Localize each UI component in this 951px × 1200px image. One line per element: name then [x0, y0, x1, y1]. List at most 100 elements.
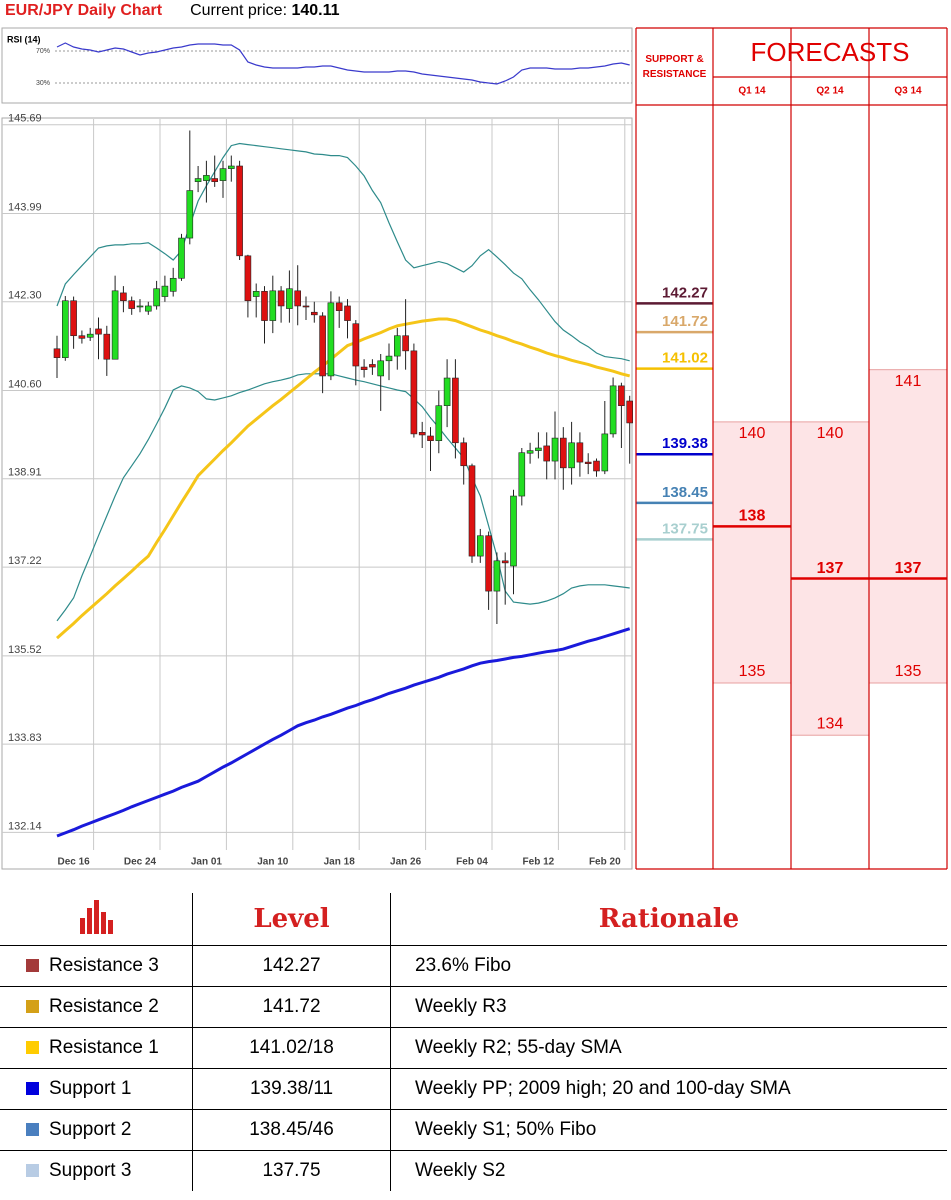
y-tick-label: 145.69: [8, 113, 42, 125]
row-rationale: Weekly R2; 55-day SMA: [390, 1027, 947, 1069]
y-tick-label: 140.60: [8, 378, 42, 390]
candle-body: [559, 437, 567, 469]
candle-body: [468, 465, 476, 557]
price-frame: [1, 117, 633, 870]
icon-cell: [0, 893, 193, 946]
candle-body: [393, 335, 401, 357]
candle-body: [136, 305, 144, 308]
x-tick-label: Dec 16: [57, 857, 90, 868]
candle-body: [452, 377, 459, 444]
candle-body: [510, 495, 517, 567]
forecast-quarter: Q2 14: [816, 86, 844, 97]
row-rationale: Weekly R3: [390, 986, 947, 1028]
candle-body: [526, 450, 534, 454]
candle-body: [169, 277, 177, 292]
candle-body: [319, 315, 326, 377]
candle-body: [327, 302, 335, 377]
y-tick-label: 133.83: [8, 732, 42, 744]
candle-body: [70, 300, 77, 337]
header: EUR/JPY Daily Chart Current price: 140.11: [5, 2, 340, 20]
candle-body: [551, 437, 559, 462]
candle-body: [485, 535, 492, 592]
candle-body: [211, 178, 218, 182]
table-row: Support 3 137.75 Weekly S2: [0, 1150, 947, 1191]
x-tick-label: Jan 01: [191, 857, 223, 868]
level-label: 139.38: [662, 435, 708, 452]
candle-body: [568, 442, 575, 469]
forecast-quarter: Q1 14: [738, 86, 766, 97]
forecast-range: [712, 421, 792, 684]
overlay-line: [56, 317, 631, 640]
candle-body: [435, 405, 443, 441]
row-name-cell: Resistance 3: [0, 945, 193, 987]
row-level: 139.38/11: [192, 1068, 391, 1110]
row-rationale: Weekly PP; 2009 high; 20 and 100-day SMA: [390, 1068, 947, 1110]
level-label: 141.72: [662, 313, 708, 330]
candle-body: [518, 452, 526, 497]
forecast-mid-label: 137: [817, 560, 844, 577]
row-rationale: 23.6% Fibo: [390, 945, 947, 987]
table-row: Resistance 2 141.72 Weekly R3: [0, 986, 947, 1028]
candle-body: [203, 175, 210, 181]
rsi-line: [56, 42, 630, 85]
candle-body: [418, 432, 426, 436]
column-header: Rationale: [390, 893, 947, 946]
row-rationale: Weekly S1; 50% Fibo: [390, 1109, 947, 1151]
candle-body: [427, 435, 434, 441]
candle-body: [61, 300, 69, 358]
row-swatch: [26, 1041, 39, 1054]
overlay-line: [56, 142, 630, 362]
forecast-high-label: 140: [739, 425, 766, 442]
row-level: 137.75: [192, 1150, 391, 1191]
candle-body: [186, 190, 194, 239]
row-swatch: [26, 1164, 39, 1177]
candle-body: [145, 305, 152, 312]
candle-body: [53, 348, 61, 358]
candle-body: [78, 335, 86, 339]
candle-body: [128, 300, 135, 309]
row-swatch: [26, 1123, 39, 1136]
candle-body: [493, 560, 501, 592]
price: 140.11: [291, 2, 340, 19]
table-row: Resistance 3 142.27 23.6% Fibo: [0, 945, 947, 987]
candle-body: [460, 442, 468, 467]
rsi-frame: [1, 27, 633, 104]
x-tick-label: Feb 04: [456, 857, 488, 868]
row-level: 142.27: [192, 945, 391, 987]
candle-body: [302, 305, 310, 308]
candle-body: [228, 165, 235, 169]
row-level: 141.02/18: [192, 1027, 391, 1069]
row-name: Resistance 3: [49, 955, 159, 976]
candle-body: [277, 290, 285, 307]
y-tick-label: 138.91: [8, 467, 42, 479]
overlay-line: [56, 627, 631, 838]
levels-table: Level Rationale Resistance 3 142.27 23.6% …: [0, 893, 947, 1191]
candle-body: [476, 535, 484, 557]
candle-body: [410, 350, 418, 435]
candle-body: [161, 285, 169, 297]
level-label: 138.45: [662, 484, 708, 501]
candle-body: [402, 335, 409, 352]
forecast-high-label: 140: [817, 425, 844, 442]
row-name-cell: Support 1: [0, 1068, 193, 1110]
candle-body: [153, 288, 160, 307]
candle-body: [194, 178, 202, 182]
levels-title: SUPPORT & RESISTANCE: [642, 53, 707, 80]
candle-body: [261, 291, 268, 321]
row-swatch: [26, 959, 39, 972]
row-name-cell: Support 2: [0, 1109, 193, 1151]
rsi-title: RSI (14): [7, 34, 41, 44]
table-row: Support 2 138.45/46 Weekly S1; 50% Fibo: [0, 1109, 947, 1151]
candle-body: [252, 291, 260, 297]
candle-body: [385, 355, 393, 362]
forecast-high-label: 141: [895, 373, 922, 390]
level-label: 137.75: [662, 520, 708, 537]
candle-body: [244, 255, 252, 302]
x-tick-label: Jan 26: [390, 857, 422, 868]
level-label: 142.27: [662, 284, 708, 301]
row-rationale: Weekly S2: [390, 1150, 947, 1191]
forecast-low-label: 134: [817, 715, 844, 732]
y-tick-label: 137.22: [8, 555, 42, 567]
table-row: Support 1 139.38/11 Weekly PP; 2009 high; …: [0, 1068, 947, 1110]
